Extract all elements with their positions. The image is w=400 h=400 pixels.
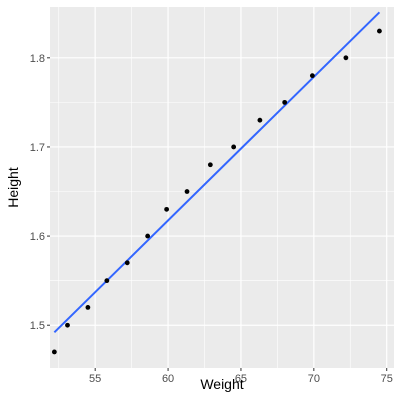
data-point	[104, 278, 110, 284]
data-point	[257, 117, 263, 123]
data-point	[124, 260, 130, 266]
x-tick-label: 65	[235, 373, 247, 385]
y-tick-label: 1.6	[30, 231, 45, 243]
major-gridlines	[50, 7, 394, 368]
y-axis: 1.5 1.6 1.7 1.8	[30, 53, 50, 332]
data-point	[145, 233, 151, 239]
points-layer	[51, 28, 382, 355]
data-point	[231, 144, 237, 150]
x-tick-label: 60	[162, 373, 174, 385]
data-point	[343, 55, 349, 61]
plot-panel	[50, 7, 394, 368]
data-point	[51, 349, 57, 355]
data-point	[164, 206, 170, 212]
x-axis-title: Weight	[200, 376, 243, 392]
data-point	[309, 73, 315, 79]
x-tick-label: 75	[381, 373, 393, 385]
data-point	[85, 304, 91, 310]
data-point	[377, 28, 382, 34]
data-point	[184, 189, 190, 194]
y-axis-title: Height	[5, 167, 21, 208]
x-tick-label: 55	[89, 373, 101, 385]
data-point	[207, 162, 213, 168]
x-tick-label: 70	[308, 373, 320, 385]
data-point	[65, 322, 70, 328]
y-tick-label: 1.5	[30, 320, 45, 332]
x-axis: 55 60 65 70 75	[89, 368, 393, 385]
data-point	[282, 99, 288, 105]
y-tick-label: 1.8	[30, 53, 45, 65]
y-tick-label: 1.7	[30, 142, 45, 154]
